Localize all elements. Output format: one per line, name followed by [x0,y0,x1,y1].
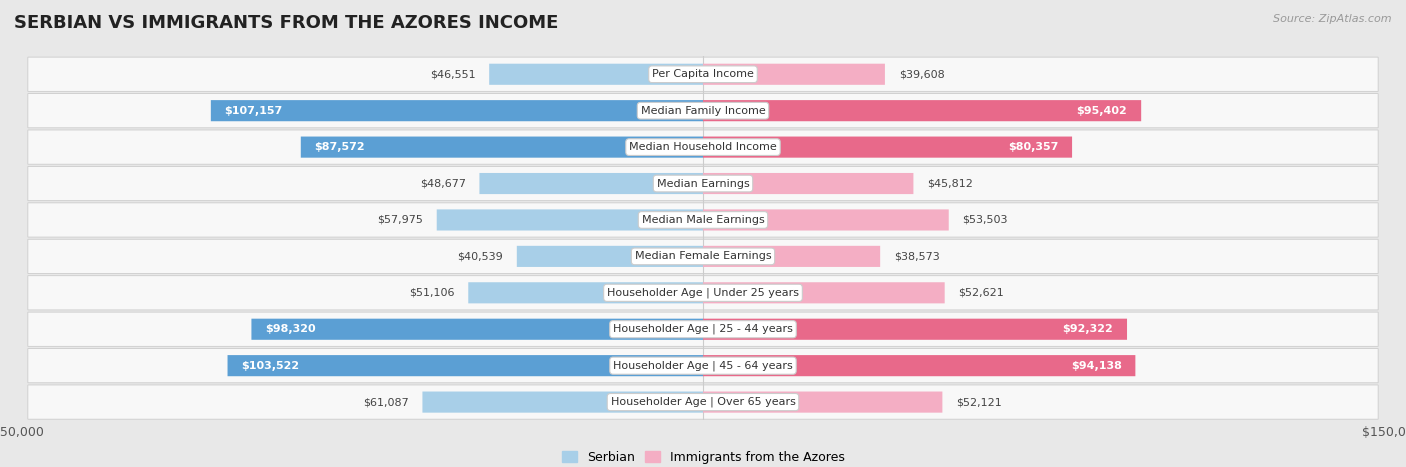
Text: $52,121: $52,121 [956,397,1002,407]
FancyBboxPatch shape [422,391,703,413]
FancyBboxPatch shape [703,282,945,304]
Text: $80,357: $80,357 [1008,142,1059,152]
FancyBboxPatch shape [28,166,1378,201]
Text: Median Family Income: Median Family Income [641,106,765,116]
Text: Source: ZipAtlas.com: Source: ZipAtlas.com [1274,14,1392,24]
Text: Householder Age | Over 65 years: Householder Age | Over 65 years [610,397,796,407]
FancyBboxPatch shape [703,391,942,413]
Text: $95,402: $95,402 [1077,106,1128,116]
FancyBboxPatch shape [28,239,1378,274]
Text: $38,573: $38,573 [894,251,939,262]
Text: $103,522: $103,522 [242,361,299,371]
FancyBboxPatch shape [703,64,884,85]
FancyBboxPatch shape [703,246,880,267]
FancyBboxPatch shape [489,64,703,85]
FancyBboxPatch shape [228,355,703,376]
Text: $40,539: $40,539 [457,251,503,262]
Text: $53,503: $53,503 [963,215,1008,225]
Text: $92,322: $92,322 [1063,324,1114,334]
Text: $39,608: $39,608 [898,69,945,79]
FancyBboxPatch shape [211,100,703,121]
FancyBboxPatch shape [301,136,703,158]
Text: $45,812: $45,812 [927,178,973,189]
FancyBboxPatch shape [28,130,1378,164]
FancyBboxPatch shape [703,355,1136,376]
FancyBboxPatch shape [437,209,703,231]
FancyBboxPatch shape [28,312,1378,347]
FancyBboxPatch shape [252,318,703,340]
Text: Median Earnings: Median Earnings [657,178,749,189]
Text: $48,677: $48,677 [419,178,465,189]
Text: $61,087: $61,087 [363,397,409,407]
Text: $107,157: $107,157 [225,106,283,116]
FancyBboxPatch shape [703,318,1128,340]
Text: Median Household Income: Median Household Income [628,142,778,152]
FancyBboxPatch shape [28,93,1378,128]
Text: $94,138: $94,138 [1071,361,1122,371]
FancyBboxPatch shape [479,173,703,194]
Text: SERBIAN VS IMMIGRANTS FROM THE AZORES INCOME: SERBIAN VS IMMIGRANTS FROM THE AZORES IN… [14,14,558,32]
FancyBboxPatch shape [28,203,1378,237]
Text: Householder Age | 25 - 44 years: Householder Age | 25 - 44 years [613,324,793,334]
Text: $57,975: $57,975 [377,215,423,225]
FancyBboxPatch shape [703,173,914,194]
FancyBboxPatch shape [28,276,1378,310]
FancyBboxPatch shape [28,348,1378,383]
Text: Median Female Earnings: Median Female Earnings [634,251,772,262]
Text: Householder Age | Under 25 years: Householder Age | Under 25 years [607,288,799,298]
FancyBboxPatch shape [468,282,703,304]
Text: Per Capita Income: Per Capita Income [652,69,754,79]
Text: $98,320: $98,320 [266,324,316,334]
Text: $51,106: $51,106 [409,288,454,298]
Text: Householder Age | 45 - 64 years: Householder Age | 45 - 64 years [613,361,793,371]
FancyBboxPatch shape [703,136,1071,158]
Text: $52,621: $52,621 [959,288,1004,298]
FancyBboxPatch shape [28,57,1378,92]
Legend: Serbian, Immigrants from the Azores: Serbian, Immigrants from the Azores [557,446,849,467]
FancyBboxPatch shape [703,100,1142,121]
Text: Median Male Earnings: Median Male Earnings [641,215,765,225]
FancyBboxPatch shape [517,246,703,267]
Text: $87,572: $87,572 [315,142,366,152]
Text: $46,551: $46,551 [430,69,475,79]
FancyBboxPatch shape [703,209,949,231]
FancyBboxPatch shape [28,385,1378,419]
